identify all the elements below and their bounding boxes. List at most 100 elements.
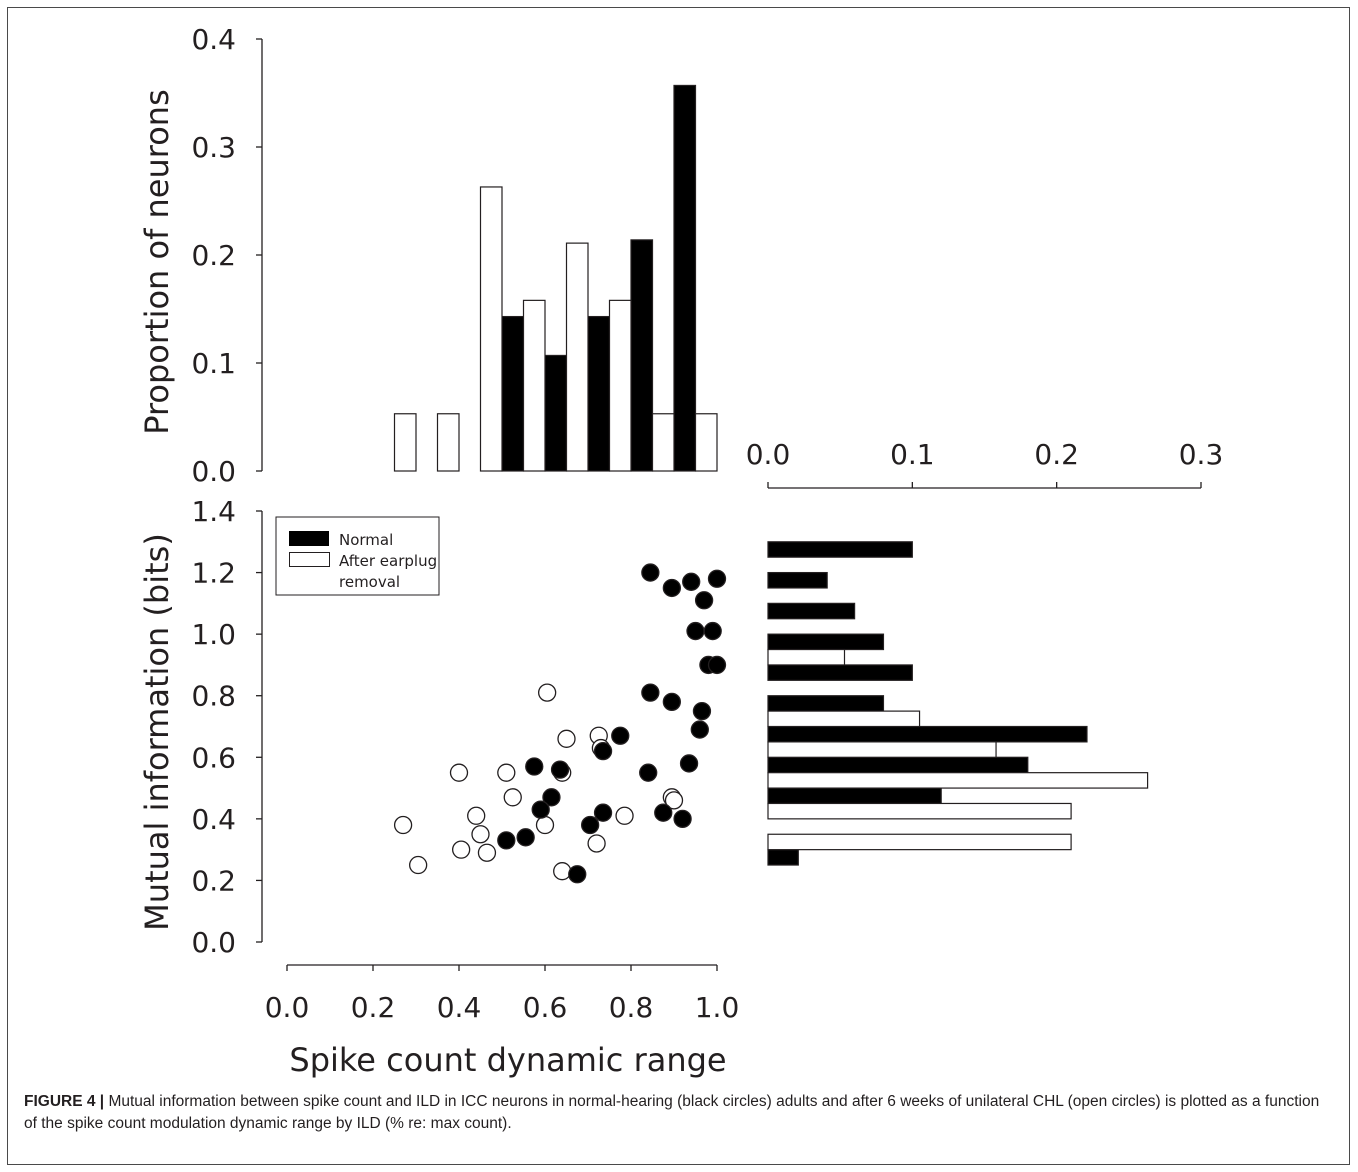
scatter-point-normal bbox=[654, 803, 673, 822]
main-y-axis-label: Mutual information (bits) bbox=[138, 533, 176, 931]
top-bar-normal bbox=[673, 84, 697, 472]
top-bar-after bbox=[393, 413, 417, 472]
main-x-tick-label: 0.6 bbox=[523, 991, 568, 1024]
right-bar-normal bbox=[767, 633, 885, 651]
scatter-point-after bbox=[408, 855, 428, 875]
top-y-tick-label: 0.4 bbox=[191, 23, 236, 56]
main-x-tick-label: 0.2 bbox=[351, 991, 396, 1024]
right-bar-normal bbox=[767, 849, 799, 866]
top-y-tick-label: 0.3 bbox=[191, 131, 236, 164]
scatter-point-after bbox=[664, 791, 684, 810]
scatter-point-normal bbox=[641, 563, 660, 582]
right-bar-normal bbox=[767, 571, 828, 589]
main-y-tick-label: 0.0 bbox=[191, 926, 236, 959]
right-bar-normal bbox=[767, 725, 1088, 743]
top-bar-after bbox=[522, 299, 546, 472]
scatter-point-after bbox=[538, 683, 557, 702]
scatter-point-normal bbox=[690, 720, 709, 739]
top-bar-after bbox=[479, 186, 503, 472]
scatter-point-after bbox=[471, 825, 490, 844]
top-histogram: 0.0 0.1 0.2 0.3 0.4 bbox=[191, 23, 718, 488]
main-y-tick-label: 0.2 bbox=[191, 864, 236, 897]
scatter-point-normal bbox=[542, 788, 561, 807]
scatter-point-normal bbox=[593, 741, 613, 761]
scatter-point-normal bbox=[550, 760, 570, 779]
right-x-tick-label: 0.2 bbox=[1034, 438, 1079, 471]
scatter-point-normal bbox=[497, 831, 516, 850]
scatter-point-normal bbox=[686, 621, 705, 641]
main-x-tick-label: 0.8 bbox=[609, 991, 654, 1024]
scatter-point-normal bbox=[531, 800, 550, 819]
scatter-point-normal bbox=[692, 701, 712, 721]
scatter-point-normal bbox=[662, 578, 681, 598]
legend-label-after-line1: After earplug bbox=[339, 552, 437, 570]
main-y-tick-label: 0.4 bbox=[191, 803, 236, 836]
legend: Normal After earplug removal bbox=[275, 516, 440, 596]
legend-swatch-after bbox=[289, 552, 330, 567]
scatter-point-after bbox=[553, 862, 572, 881]
right-bar-after bbox=[767, 710, 921, 728]
right-x-tick-label: 0.0 bbox=[746, 438, 791, 471]
scatter-point-normal bbox=[568, 865, 587, 884]
right-bar-after bbox=[767, 741, 997, 758]
right-bar-normal bbox=[767, 695, 885, 712]
right-bar-after bbox=[767, 833, 1072, 851]
scatter-point-after bbox=[615, 806, 634, 825]
right-bar-normal bbox=[767, 664, 913, 681]
scatter-point-normal bbox=[525, 757, 544, 776]
scatter-point-normal bbox=[593, 803, 613, 822]
scatter-point-normal bbox=[611, 726, 630, 745]
scatter-point-normal bbox=[707, 655, 727, 675]
scatter-point-normal bbox=[581, 815, 600, 835]
top-y-tick-label: 0.1 bbox=[191, 347, 236, 380]
main-y-tick-label: 1.0 bbox=[191, 618, 236, 651]
main-y-tick-label: 1.4 bbox=[191, 495, 236, 528]
main-x-tick-label: 0.4 bbox=[437, 991, 482, 1024]
caption-text: Mutual information between spike count a… bbox=[24, 1093, 1320, 1132]
scatter-point-after bbox=[393, 815, 413, 835]
top-bar-after bbox=[565, 242, 589, 472]
right-bar-after bbox=[767, 802, 1072, 820]
scatter-point-normal bbox=[673, 809, 692, 829]
right-bar-normal bbox=[767, 756, 1029, 774]
scatter-point-after bbox=[557, 729, 576, 748]
main-y-tick-label: 0.8 bbox=[191, 680, 236, 713]
scatter-point-normal bbox=[707, 569, 727, 588]
scatter-point-normal bbox=[516, 828, 535, 847]
legend-label-normal: Normal bbox=[339, 531, 393, 549]
scatter-point-normal bbox=[679, 754, 699, 773]
main-y-tick-label: 1.2 bbox=[191, 557, 236, 590]
scatter-point-after bbox=[497, 763, 516, 782]
right-bar-normal bbox=[767, 787, 942, 805]
scatter-point-after bbox=[451, 840, 471, 859]
scatter-point-after bbox=[477, 843, 497, 862]
scatter-plot: 0.0 0.2 0.4 0.6 0.8 1.0 1.2 1.4 0.0 0.2 0.4 0.6 0.8 1… bbox=[191, 495, 739, 1024]
top-bar-after bbox=[694, 413, 718, 472]
top-y-tick-label: 0.2 bbox=[191, 239, 236, 272]
top-y-tick-label: 0.0 bbox=[191, 455, 236, 488]
scatter-point-normal bbox=[662, 692, 681, 712]
figure-frame bbox=[7, 7, 1350, 1165]
main-x-tick-label: 0.0 bbox=[265, 991, 310, 1024]
scatter-point-normal bbox=[682, 572, 701, 591]
main-x-axis-label: Spike count dynamic range bbox=[289, 1041, 726, 1079]
right-x-tick-label: 0.3 bbox=[1179, 438, 1224, 471]
scatter-point-normal bbox=[694, 591, 714, 610]
right-histogram: 0.0 0.1 0.2 0.3 bbox=[746, 438, 1224, 866]
top-bar-after bbox=[651, 413, 675, 472]
top-bar-after bbox=[436, 413, 460, 472]
legend-label-after-line2: removal bbox=[339, 573, 400, 591]
top-bar-normal bbox=[587, 315, 611, 472]
right-x-tick-label: 0.1 bbox=[890, 438, 935, 471]
scatter-point-after bbox=[467, 806, 486, 825]
top-bar-after bbox=[608, 299, 632, 472]
caption-label: FIGURE 4 | bbox=[24, 1093, 105, 1110]
figure-caption: FIGURE 4 | Mutual information between sp… bbox=[24, 1091, 1334, 1135]
top-y-axis-label: Proportion of neurons bbox=[138, 89, 176, 435]
top-bar-normal bbox=[630, 239, 654, 472]
scatter-point-after bbox=[535, 815, 555, 835]
scatter-point-normal bbox=[639, 763, 658, 782]
scatter-point-normal bbox=[703, 621, 722, 641]
top-bar-normal bbox=[544, 354, 568, 472]
